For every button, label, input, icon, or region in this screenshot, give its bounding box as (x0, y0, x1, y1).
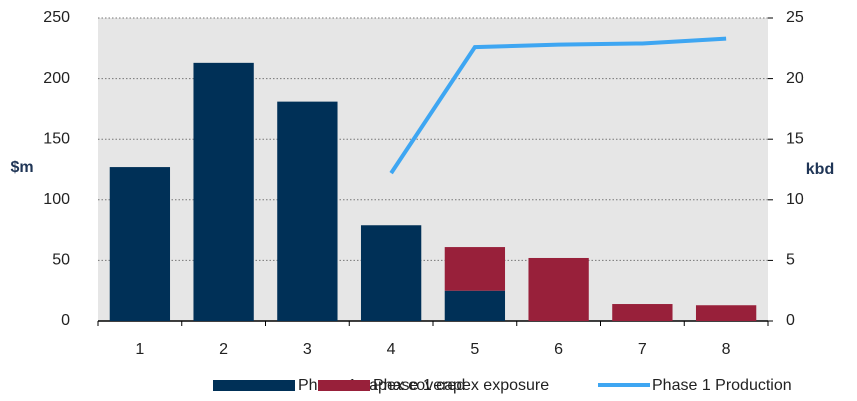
y2-tick-label: 15 (786, 130, 804, 147)
legend-label: Phase 1 Production (652, 377, 792, 394)
bar (444, 247, 506, 291)
line (389, 36, 727, 175)
y2-tick-label: 25 (786, 9, 804, 26)
y2-tick-label: 0 (786, 312, 795, 329)
bar (193, 62, 254, 322)
y2-tick-label: 20 (786, 70, 804, 87)
x-tick-label: 7 (638, 341, 647, 358)
x-tick-label: 2 (219, 341, 228, 358)
bar (528, 257, 589, 321)
x-tick-label: 1 (135, 341, 144, 358)
bar (612, 304, 673, 321)
y-tick-label: 150 (43, 130, 70, 147)
bar (277, 101, 338, 322)
y2-axis-label: kbd (806, 161, 834, 178)
y-tick-label: 200 (43, 70, 70, 87)
y-tick-label: 100 (43, 191, 70, 208)
legend-label: Phase 1 capex exposure (373, 377, 549, 394)
y-tick-label: 50 (52, 252, 70, 269)
x-tick-label: 3 (303, 341, 312, 358)
x-tick-label: 5 (470, 341, 479, 358)
legend-swatch (213, 380, 295, 391)
y2-tick-label: 5 (786, 252, 795, 269)
bar (695, 305, 757, 321)
y-tick-label: 0 (61, 312, 70, 329)
y2-tick-label: 10 (786, 191, 804, 208)
y-axis-label: $m (10, 159, 33, 176)
legend-swatch (318, 380, 370, 391)
x-tick-label: 4 (387, 341, 396, 358)
x-tick-label: 8 (722, 341, 731, 358)
x-tick-label: 6 (554, 341, 563, 358)
bar (444, 290, 506, 321)
bar (109, 167, 171, 321)
y-tick-label: 250 (43, 9, 70, 26)
bar (360, 225, 422, 321)
